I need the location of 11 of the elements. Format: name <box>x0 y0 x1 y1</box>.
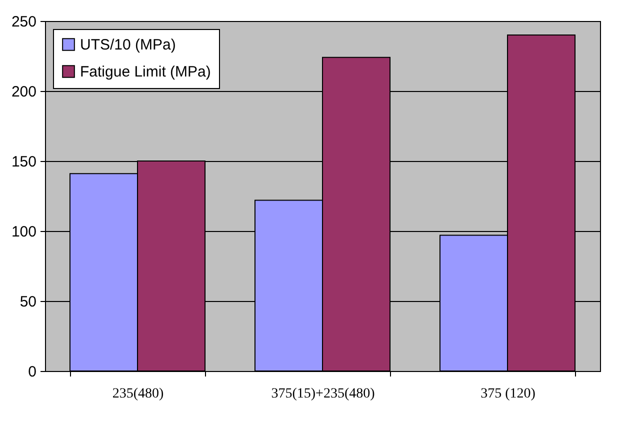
x-tick-label: 375 (120) <box>480 386 536 402</box>
y-tick-label: 50 <box>20 294 36 310</box>
legend-label: UTS/10 (MPa) <box>80 36 176 54</box>
y-tick-label: 250 <box>11 14 36 30</box>
y-tick-label: 150 <box>11 154 36 170</box>
x-tick-label: 235(480) <box>112 386 164 402</box>
y-tick-label: 0 <box>28 364 36 380</box>
y-tick-label: 100 <box>11 224 36 240</box>
x-tick-label: 375(15)+235(480) <box>271 386 376 402</box>
legend-label: Fatigue Limit (MPa) <box>80 64 211 80</box>
y-tick-label: 200 <box>11 84 36 100</box>
